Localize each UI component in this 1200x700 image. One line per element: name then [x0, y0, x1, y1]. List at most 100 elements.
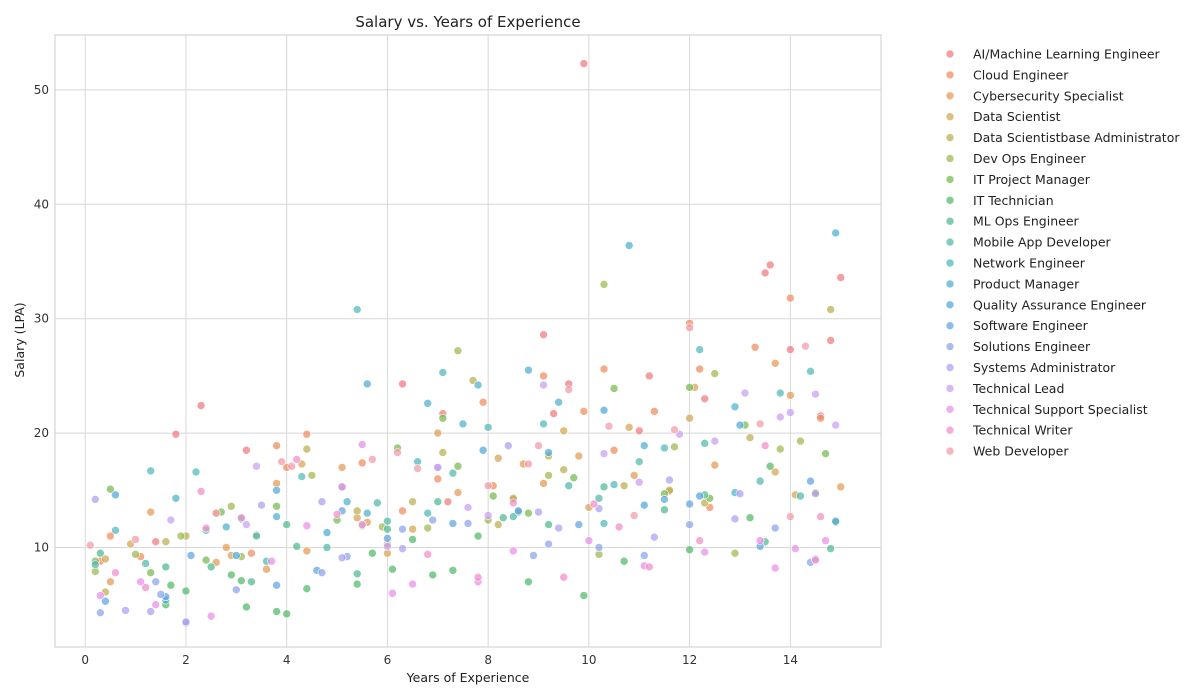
data-point — [559, 426, 568, 436]
data-point — [141, 583, 150, 592]
data-point — [579, 407, 589, 416]
data-point — [398, 379, 407, 389]
data-point — [161, 537, 171, 547]
legend-marker — [945, 133, 955, 142]
data-point — [156, 590, 166, 599]
legend-label: Cloud Engineer — [973, 67, 1069, 82]
data-point — [146, 607, 155, 616]
data-point — [710, 369, 720, 378]
data-point — [786, 345, 795, 354]
legend: AI/Machine Learning Engineer Cloud Engine… — [945, 47, 1180, 459]
data-point — [770, 563, 780, 573]
data-point — [226, 501, 236, 511]
y-tick-label: 20 — [34, 426, 49, 440]
data-point — [710, 460, 720, 470]
data-point — [660, 495, 669, 504]
data-point — [634, 477, 644, 487]
data-point — [242, 602, 251, 612]
data-point — [302, 521, 312, 531]
data-point — [201, 523, 211, 533]
data-point — [745, 513, 755, 523]
legend-marker — [945, 425, 955, 435]
data-point — [665, 475, 674, 485]
data-point — [775, 388, 785, 398]
data-point — [267, 556, 276, 566]
data-point — [282, 520, 291, 529]
data-point — [483, 423, 493, 432]
data-point — [685, 323, 694, 333]
legend-marker — [945, 91, 955, 101]
legend-marker — [945, 363, 955, 372]
legend-item: Dev Ops Engineer — [945, 151, 1086, 166]
data-point — [373, 498, 382, 508]
legend-marker — [945, 342, 955, 351]
plot-area-frame — [54, 34, 882, 648]
data-point — [463, 503, 473, 512]
data-point — [473, 380, 483, 390]
data-point — [685, 383, 694, 392]
legend-item: Web Developer — [945, 444, 1069, 459]
legend-label: IT Technician — [973, 193, 1054, 208]
data-point — [660, 505, 669, 515]
legend-label: Technical Support Specialist — [972, 402, 1148, 417]
data-point — [161, 562, 171, 572]
series-17 — [96, 440, 830, 621]
data-point — [791, 544, 800, 553]
data-point — [685, 499, 694, 509]
x-axis-ticks: 0 2 4 6 8 10 12 14 — [81, 653, 798, 667]
data-point — [433, 497, 443, 507]
data-point — [106, 531, 115, 541]
data-point — [816, 512, 825, 521]
data-point — [111, 526, 120, 535]
data-point — [493, 520, 503, 529]
data-point — [111, 568, 120, 577]
legend-marker — [945, 196, 955, 205]
legend-item: Quality Assurance Engineer — [945, 297, 1147, 312]
data-point — [388, 588, 397, 598]
legend-label: Cybersecurity Specialist — [973, 88, 1124, 103]
data-point — [700, 394, 710, 404]
legend-marker — [945, 70, 955, 80]
data-point — [136, 577, 145, 587]
data-point — [660, 443, 669, 453]
data-point — [629, 471, 639, 480]
data-point — [498, 513, 508, 523]
data-point — [609, 384, 619, 393]
legend-marker — [945, 154, 955, 163]
data-point — [564, 385, 574, 394]
data-point — [196, 487, 206, 496]
legend-item: Cybersecurity Specialist — [945, 88, 1124, 103]
legend-item: AI/Machine Learning Engineer — [945, 47, 1161, 62]
data-point — [765, 260, 775, 270]
data-point — [695, 364, 704, 374]
data-point — [589, 499, 599, 509]
legend-item: Technical Support Specialist — [945, 402, 1148, 417]
data-point — [579, 591, 589, 600]
data-point — [619, 556, 629, 566]
data-point — [408, 579, 417, 589]
data-point — [639, 500, 649, 510]
legend-item: IT Technician — [945, 193, 1054, 208]
data-point — [770, 359, 780, 368]
data-point — [473, 531, 483, 541]
legend-item: Data Scientistbase Administrator — [945, 130, 1180, 145]
data-point — [514, 506, 523, 516]
data-point — [90, 495, 100, 504]
data-point — [171, 493, 181, 503]
data-point — [806, 367, 815, 376]
legend-item: Technical Writer — [945, 423, 1073, 438]
data-point — [398, 524, 407, 534]
data-point — [831, 420, 840, 430]
data-point — [801, 341, 810, 351]
chart-title: Salary vs. Years of Experience — [355, 13, 580, 31]
data-point — [539, 330, 548, 340]
data-point — [368, 548, 377, 558]
data-point — [352, 579, 362, 589]
data-point — [639, 441, 649, 450]
data-point — [292, 542, 302, 551]
data-point — [760, 441, 770, 450]
legend-item: Product Manager — [945, 276, 1080, 291]
data-point — [614, 522, 624, 532]
series-16 — [166, 380, 840, 551]
